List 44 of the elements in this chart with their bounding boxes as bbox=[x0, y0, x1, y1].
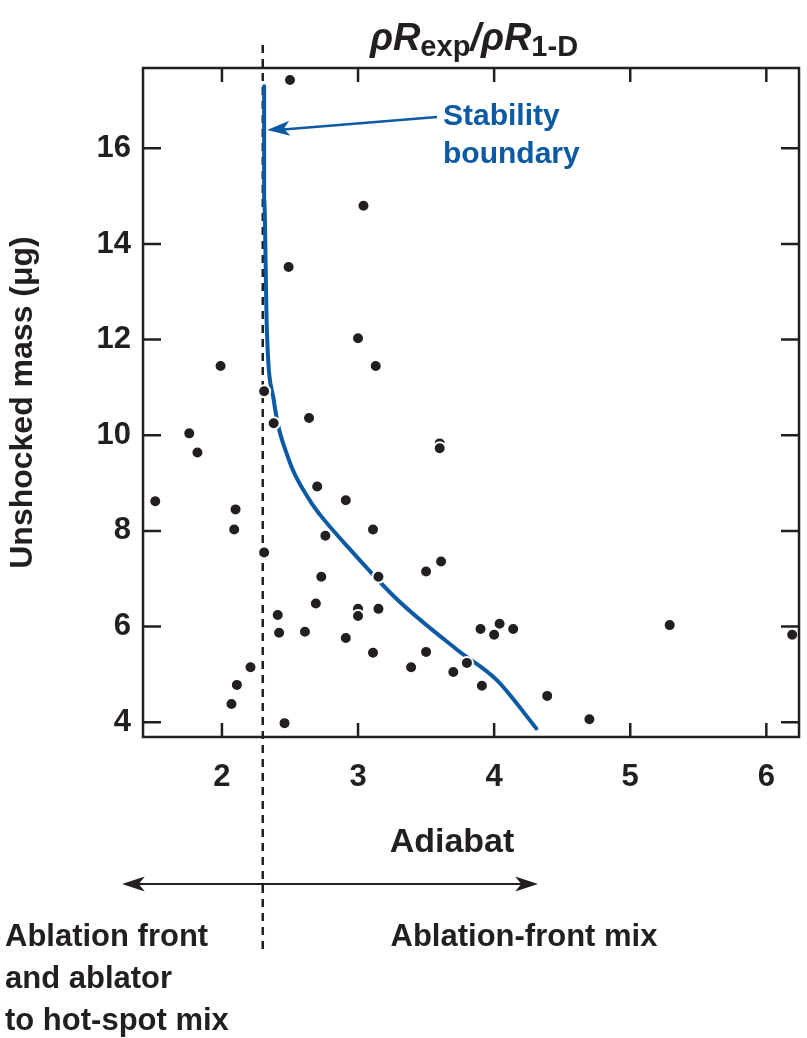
point bbox=[308, 596, 323, 611]
y-tick-label: 4 bbox=[113, 702, 132, 738]
point bbox=[492, 616, 507, 631]
point bbox=[182, 426, 197, 441]
point bbox=[318, 528, 333, 543]
x-tick-label: 2 bbox=[213, 758, 231, 794]
point bbox=[356, 198, 371, 213]
x-tick-label: 3 bbox=[349, 758, 367, 794]
point bbox=[371, 601, 386, 616]
point bbox=[224, 697, 239, 711]
y-axis-title: Unshocked mass (μg) bbox=[3, 236, 40, 569]
y-tick-label: 16 bbox=[96, 128, 131, 164]
y-tick-label: 8 bbox=[113, 511, 131, 547]
point bbox=[266, 416, 281, 431]
point bbox=[487, 627, 502, 642]
point bbox=[228, 502, 243, 517]
point bbox=[314, 569, 329, 584]
point bbox=[257, 384, 272, 399]
point bbox=[785, 627, 799, 642]
point bbox=[371, 569, 386, 584]
x-axis-title: Adiabat bbox=[389, 821, 515, 860]
y-tick-label: 10 bbox=[96, 415, 131, 451]
point bbox=[243, 660, 258, 675]
point bbox=[582, 712, 597, 727]
text: Ablation-front mix bbox=[390, 918, 659, 953]
point bbox=[272, 625, 287, 640]
point bbox=[310, 479, 325, 494]
point bbox=[338, 493, 353, 508]
x-tick-label: 6 bbox=[757, 758, 775, 794]
point bbox=[190, 445, 205, 460]
annotation: Stability boundary bbox=[443, 98, 580, 170]
y-tick-label: 14 bbox=[96, 224, 132, 260]
y-tick-label: 6 bbox=[113, 607, 131, 643]
point bbox=[148, 494, 163, 509]
x-tick-label: 5 bbox=[621, 758, 639, 794]
text: Ablation front and ablator to hot-spot mix bbox=[5, 918, 230, 1037]
point bbox=[277, 716, 292, 731]
point bbox=[404, 660, 419, 675]
x-tick-label: 4 bbox=[485, 758, 504, 794]
point bbox=[257, 545, 272, 560]
point bbox=[474, 678, 489, 693]
point bbox=[432, 441, 447, 456]
point bbox=[227, 522, 242, 537]
y-tick-label: 12 bbox=[96, 320, 131, 356]
